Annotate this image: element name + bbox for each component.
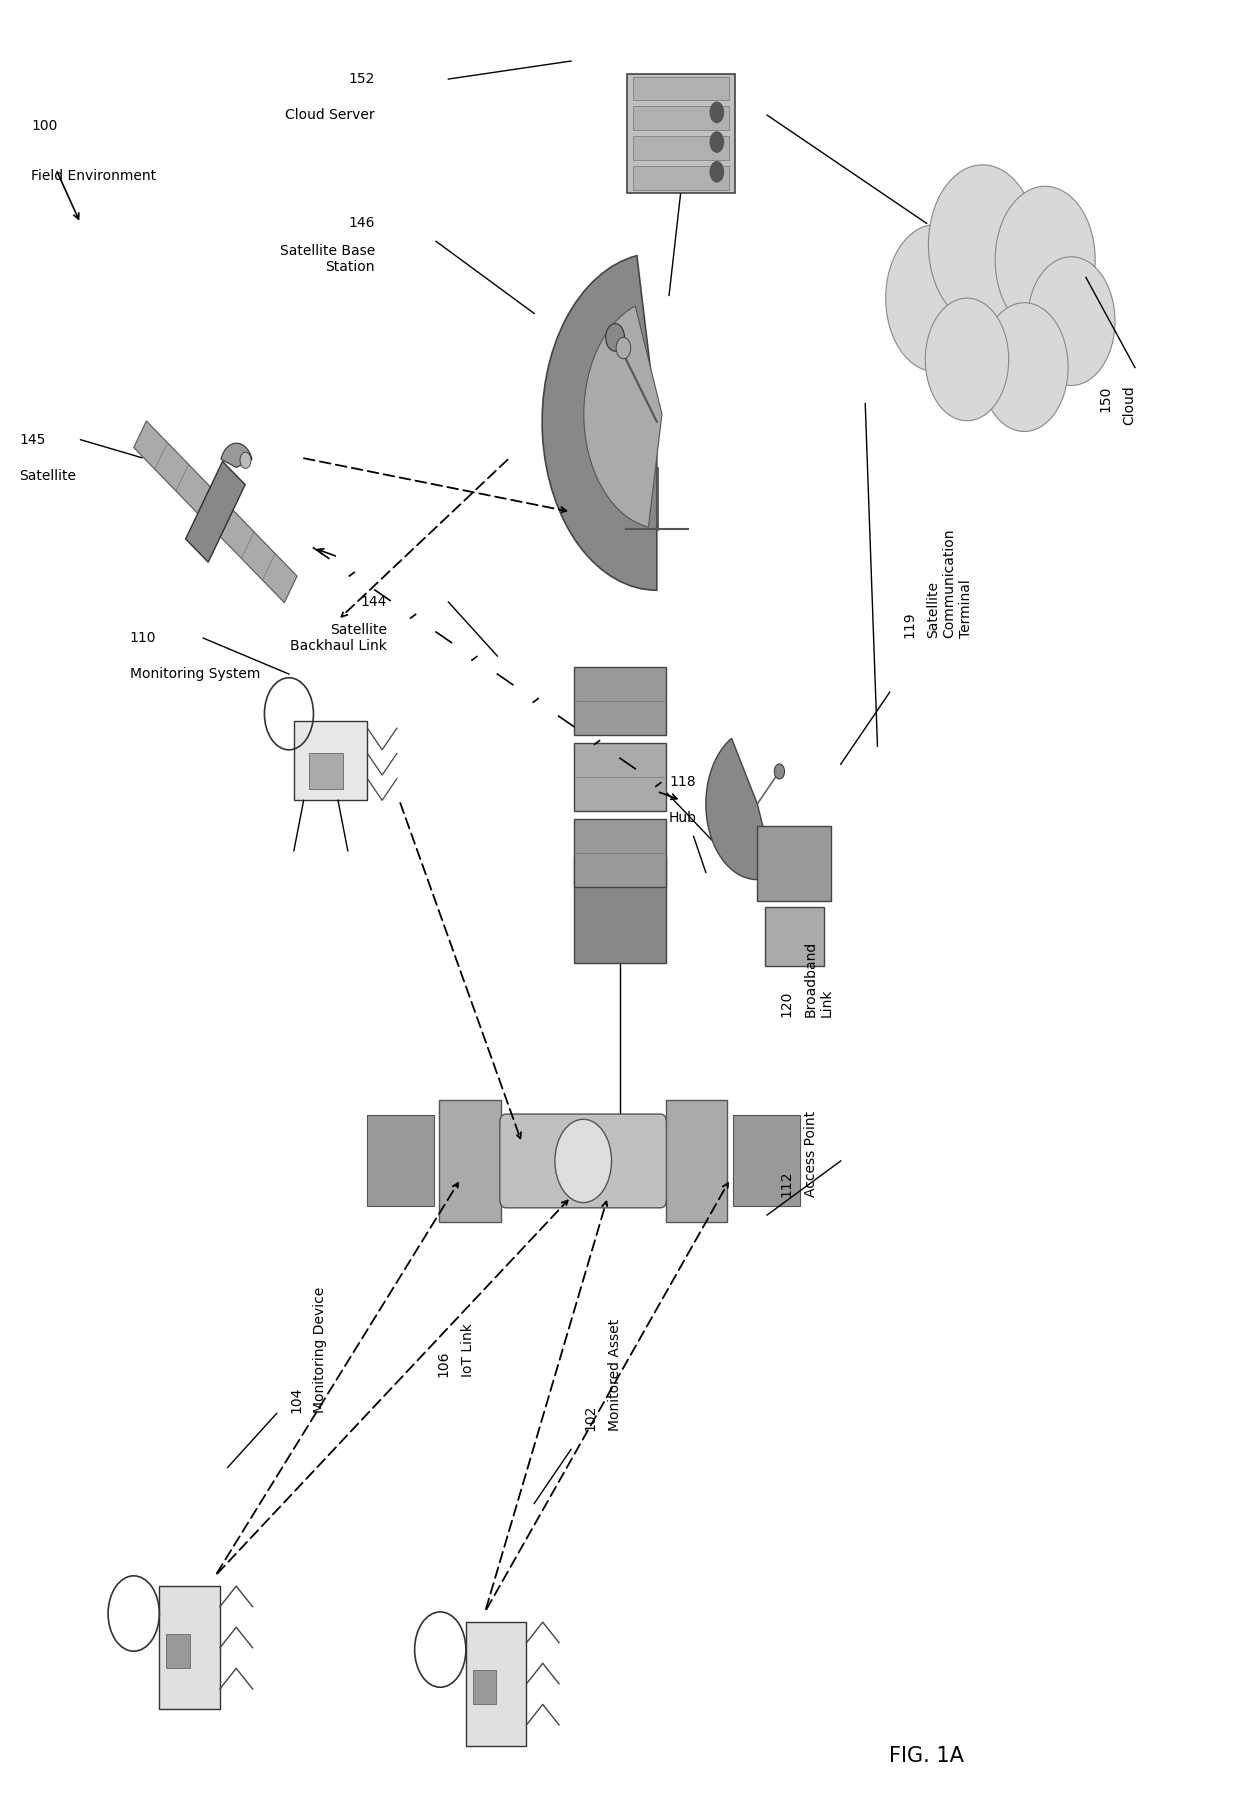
FancyBboxPatch shape (160, 1586, 219, 1710)
Text: 145: 145 (19, 432, 46, 447)
Circle shape (1028, 256, 1115, 385)
Text: 102: 102 (583, 1405, 598, 1432)
Polygon shape (221, 511, 298, 603)
Text: 100: 100 (31, 120, 58, 133)
Circle shape (996, 187, 1095, 333)
Polygon shape (186, 462, 246, 561)
Circle shape (885, 225, 986, 372)
Text: 146: 146 (348, 216, 374, 231)
Polygon shape (134, 422, 211, 514)
FancyBboxPatch shape (166, 1633, 190, 1668)
Text: Monitoring Device: Monitoring Device (314, 1286, 327, 1414)
Text: 118: 118 (670, 776, 696, 789)
Text: Satellite Base
Station: Satellite Base Station (279, 243, 374, 274)
FancyBboxPatch shape (466, 1623, 527, 1746)
Text: Hub: Hub (670, 812, 697, 825)
Text: 119: 119 (901, 611, 916, 638)
Text: Broadband
Link: Broadband Link (804, 941, 835, 1018)
FancyBboxPatch shape (500, 1114, 667, 1208)
FancyBboxPatch shape (574, 856, 666, 963)
FancyBboxPatch shape (634, 165, 729, 189)
Circle shape (605, 323, 625, 351)
Circle shape (709, 162, 724, 184)
Wedge shape (542, 256, 657, 591)
FancyBboxPatch shape (765, 907, 823, 967)
Circle shape (925, 298, 1008, 422)
Text: Cloud Server: Cloud Server (285, 109, 374, 122)
Wedge shape (584, 305, 662, 527)
FancyBboxPatch shape (634, 136, 729, 160)
FancyBboxPatch shape (439, 1101, 501, 1221)
Text: Field Environment: Field Environment (31, 169, 156, 184)
Text: 112: 112 (780, 1170, 794, 1197)
Text: Cloud: Cloud (1122, 385, 1137, 425)
FancyBboxPatch shape (367, 1116, 434, 1206)
Circle shape (616, 338, 631, 358)
Text: 120: 120 (780, 990, 794, 1018)
FancyBboxPatch shape (634, 107, 729, 131)
Wedge shape (706, 738, 775, 879)
Wedge shape (221, 443, 252, 467)
FancyBboxPatch shape (309, 754, 343, 790)
FancyBboxPatch shape (472, 1670, 496, 1704)
Circle shape (929, 165, 1037, 323)
Text: Monitored Asset: Monitored Asset (608, 1319, 621, 1432)
Circle shape (709, 131, 724, 153)
FancyBboxPatch shape (294, 721, 367, 799)
Text: 110: 110 (129, 630, 156, 645)
FancyBboxPatch shape (574, 819, 666, 887)
FancyBboxPatch shape (666, 1101, 728, 1221)
Text: Access Point: Access Point (804, 1110, 818, 1197)
Circle shape (554, 1119, 611, 1203)
Text: IoT Link: IoT Link (460, 1323, 475, 1377)
Circle shape (774, 763, 785, 779)
FancyBboxPatch shape (574, 743, 666, 810)
Circle shape (981, 303, 1068, 431)
FancyBboxPatch shape (758, 825, 831, 901)
FancyBboxPatch shape (634, 76, 729, 100)
Circle shape (241, 452, 250, 469)
Text: 150: 150 (1099, 385, 1112, 412)
Text: Satellite: Satellite (19, 469, 76, 483)
Text: Monitoring System: Monitoring System (129, 667, 260, 681)
Text: 104: 104 (289, 1386, 303, 1414)
FancyBboxPatch shape (574, 667, 666, 736)
Text: 152: 152 (348, 73, 374, 85)
Text: FIG. 1A: FIG. 1A (889, 1746, 963, 1766)
Text: Satellite
Backhaul Link: Satellite Backhaul Link (290, 623, 387, 652)
Text: 106: 106 (436, 1350, 450, 1377)
Circle shape (709, 102, 724, 124)
Text: Satellite
Communication
Terminal: Satellite Communication Terminal (926, 529, 973, 638)
Text: 144: 144 (361, 594, 387, 609)
FancyBboxPatch shape (733, 1116, 800, 1206)
FancyBboxPatch shape (627, 74, 735, 193)
